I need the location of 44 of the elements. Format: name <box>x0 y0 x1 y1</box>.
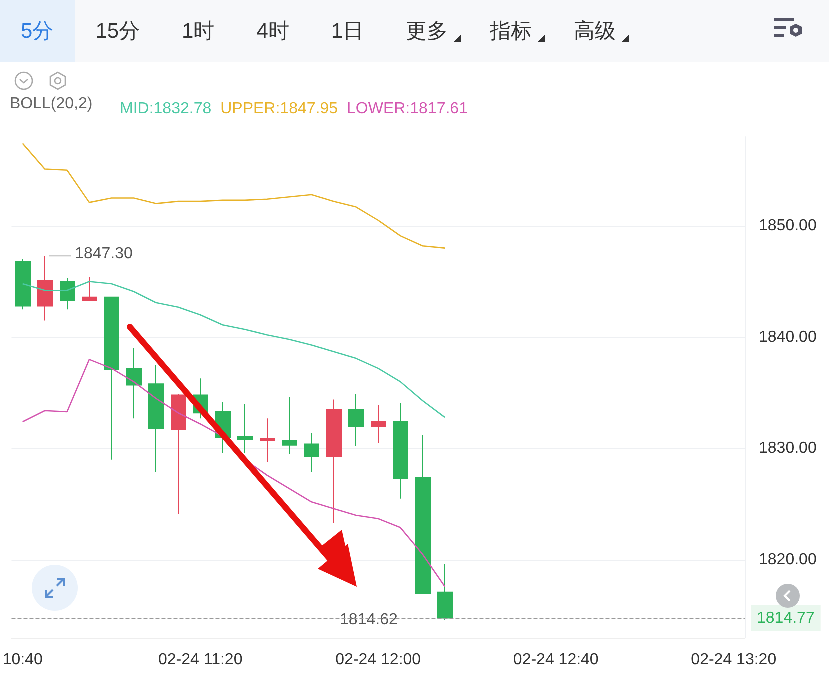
text: 更多 <box>405 19 450 45</box>
text: 4时 <box>256 19 290 45</box>
candlestick <box>282 397 297 455</box>
text: UPPER:1847.95 <box>220 100 338 118</box>
y-tick-label: 1840.00 <box>759 328 817 346</box>
text: 1日 <box>330 19 366 45</box>
x-tick-label: 02-24 13:20 <box>691 652 777 668</box>
candlestick <box>326 399 342 524</box>
line-series <box>22 359 446 588</box>
candlestick <box>37 256 53 322</box>
candlestick <box>82 276 97 302</box>
line-series <box>22 143 446 249</box>
candlestick <box>304 432 319 473</box>
x-tick-label: 02-24 12:00 <box>336 652 422 668</box>
candlestick <box>237 404 253 454</box>
candlestick <box>371 404 386 444</box>
text: 高级 <box>573 19 618 45</box>
text: LOWER:1817.61 <box>347 100 468 118</box>
y-tick-label: 1830.00 <box>759 440 817 458</box>
x-tick-label: 10:40 <box>2 652 43 668</box>
candlestick <box>348 394 364 448</box>
candlestick <box>60 278 75 310</box>
candlestick <box>437 564 453 620</box>
y-tick-label: 1820.00 <box>759 552 817 569</box>
text: 15分 <box>94 19 142 45</box>
candlestick <box>126 348 142 420</box>
line-series <box>22 281 446 418</box>
annotation: 1847.30 <box>75 246 133 263</box>
x-tick-label: 02-24 11:20 <box>158 652 243 668</box>
text: MID:1832.78 <box>120 100 212 118</box>
ref-line-label: 1814.77 <box>757 610 815 627</box>
text: 1时 <box>181 19 216 45</box>
candlestick <box>393 402 408 500</box>
candlestick <box>171 394 186 515</box>
candlestick <box>260 418 275 463</box>
x-tick-label: 02-24 12:40 <box>513 652 599 668</box>
candlestick <box>104 296 119 460</box>
candlestick <box>148 364 164 473</box>
legend-title: BOLL(20,2) <box>10 96 93 112</box>
y-tick-label: 1850.00 <box>759 218 817 235</box>
candlestick <box>415 434 431 594</box>
text: 5分 <box>0 0 75 62</box>
candlestick <box>15 258 31 310</box>
text: 指标 <box>489 19 534 45</box>
